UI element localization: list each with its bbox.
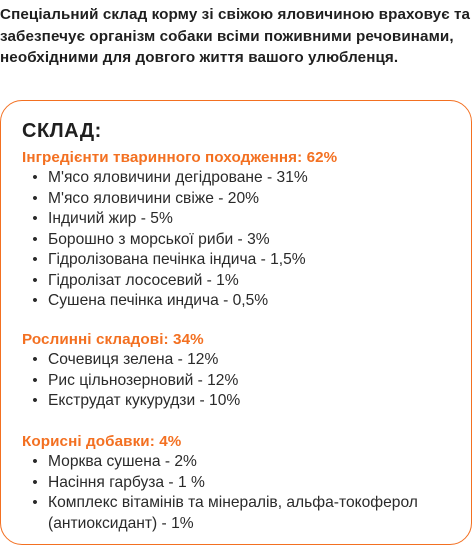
list-item: • Гідролізат лососевий - 1% <box>22 271 462 292</box>
ingredient-text: Рис цільнозерновий - 12% <box>48 371 239 389</box>
ingredient-text: Індичий жир - 5% <box>48 210 173 227</box>
ingredient-text: Комплекс вітамінів та мінералів, альфа-т… <box>48 494 418 532</box>
bullet-icon: • <box>32 210 38 227</box>
ingredient-text: Сочевиця зелена - 12% <box>48 351 219 368</box>
bullet-icon: • <box>32 169 38 186</box>
list-item: • Морква сушена - 2% <box>22 452 462 473</box>
list-item: • М'ясо яловичини дегідроване - 31% <box>22 168 462 189</box>
ingredient-text: Екструдат кукурудзи - 10% <box>48 392 241 409</box>
composition-card <box>0 100 472 545</box>
bullet-icon: • <box>32 292 38 309</box>
list-item: • Комплекс вітамінів та мінералів, альфа-… <box>22 493 462 534</box>
bullet-icon: • <box>32 189 38 207</box>
ingredient-text: Борошно з морської риби - 3% <box>48 230 270 248</box>
list-item: • Індичий жир - 5% <box>22 209 462 230</box>
bullet-icon: • <box>32 371 38 389</box>
ingredient-list: • Морква сушена - 2% • Насіння гарбуза - 1… <box>22 452 462 534</box>
bullet-icon: • <box>32 271 38 289</box>
list-item: • Борошно з морської риби - 3% <box>22 230 462 251</box>
list-item: • Гідролізована печінка індича - 1,5% <box>22 250 462 271</box>
intro-text: Спеціальний склад корму зі свіжою ялович… <box>0 6 471 66</box>
ingredient-text: Сушена печінка индича - 0,5% <box>48 292 269 309</box>
bullet-icon: • <box>32 473 38 491</box>
list-item: • М'ясо яловичини свіже - 20% <box>22 189 462 210</box>
ingredient-list: • М'ясо яловичини дегідроване - 31% • М'яс… <box>22 168 462 312</box>
list-item: • Сочевиця зелена - 12% <box>22 350 462 371</box>
ingredient-list: • Сочевиця зелена - 12% • Рис цільнозернов… <box>22 350 462 412</box>
section-plant-ingredients: Рослинні складові: 34% • Сочевиця зелена … <box>22 330 462 412</box>
list-item: • Рис цільнозерновий - 12% <box>22 371 462 392</box>
composition-title: СКЛАД: <box>22 120 102 142</box>
section-heading: Інгредієнти тваринного походження: 62% <box>22 149 338 166</box>
bullet-icon: • <box>32 392 38 409</box>
ingredient-text: М'ясо яловичини свіже - 20% <box>48 189 259 207</box>
list-item: • Екструдат кукурудзи - 10% <box>22 391 462 412</box>
section-heading: Корисні добавки: 4% <box>22 433 182 450</box>
list-item: • Сушена печінка индича - 0,5% <box>22 291 462 312</box>
ingredient-text: Насіння гарбуза - 1 % <box>48 473 205 491</box>
bullet-icon: • <box>32 351 38 368</box>
ingredient-text: М'ясо яловичини дегідроване - 31% <box>48 169 308 186</box>
bullet-icon: • <box>32 453 38 470</box>
bullet-icon: • <box>32 251 38 268</box>
bullet-icon: • <box>32 494 38 511</box>
section-additives: Корисні добавки: 4% • Морква сушена - 2% … <box>22 432 462 534</box>
ingredient-text: Гідролізат лососевий - 1% <box>48 271 239 289</box>
list-item: • Насіння гарбуза - 1 % <box>22 473 462 494</box>
ingredient-text: Гідролізована печінка індича - 1,5% <box>48 251 306 268</box>
ingredient-text: Морква сушена - 2% <box>48 453 197 470</box>
section-animal-ingredients: Інгредієнти тваринного походження: 62% •… <box>22 148 462 312</box>
section-heading: Рослинні складові: 34% <box>22 331 204 348</box>
bullet-icon: • <box>32 230 38 248</box>
